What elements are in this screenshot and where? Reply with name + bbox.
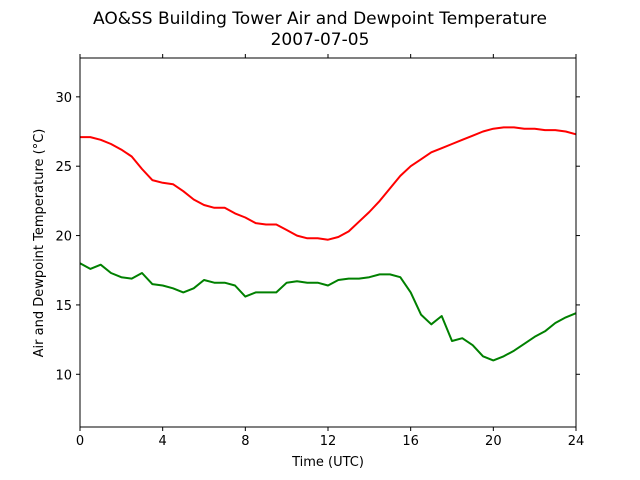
y-tick-label: 15 bbox=[55, 299, 72, 314]
y-tick-label: 20 bbox=[55, 230, 72, 245]
x-tick-label: 8 bbox=[241, 434, 249, 449]
chart-title: AO&SS Building Tower Air and Dewpoint Te… bbox=[93, 9, 547, 29]
x-tick-label: 12 bbox=[320, 434, 337, 449]
y-axis-label: Air and Dewpoint Temperature (°C) bbox=[32, 129, 47, 358]
x-axis-label: Time (UTC) bbox=[291, 455, 364, 470]
plot-frame bbox=[79, 57, 577, 428]
chart-subtitle: 2007-07-05 bbox=[271, 30, 370, 50]
x-tick-label: 4 bbox=[159, 434, 167, 449]
series-line-0 bbox=[80, 126, 577, 241]
x-tick-label: 16 bbox=[402, 434, 419, 449]
x-tick-label: 24 bbox=[568, 434, 585, 449]
y-tick-label: 25 bbox=[55, 160, 72, 175]
x-tick-label: 0 bbox=[76, 434, 84, 449]
y-tick-label: 10 bbox=[55, 368, 72, 383]
y-tick-label: 30 bbox=[55, 91, 72, 106]
x-tick-label: 20 bbox=[485, 434, 502, 449]
plot-area: 0 4 8 12 16 20 24 10 15 20 25 30 bbox=[55, 54, 584, 449]
series-line-1 bbox=[79, 262, 577, 362]
